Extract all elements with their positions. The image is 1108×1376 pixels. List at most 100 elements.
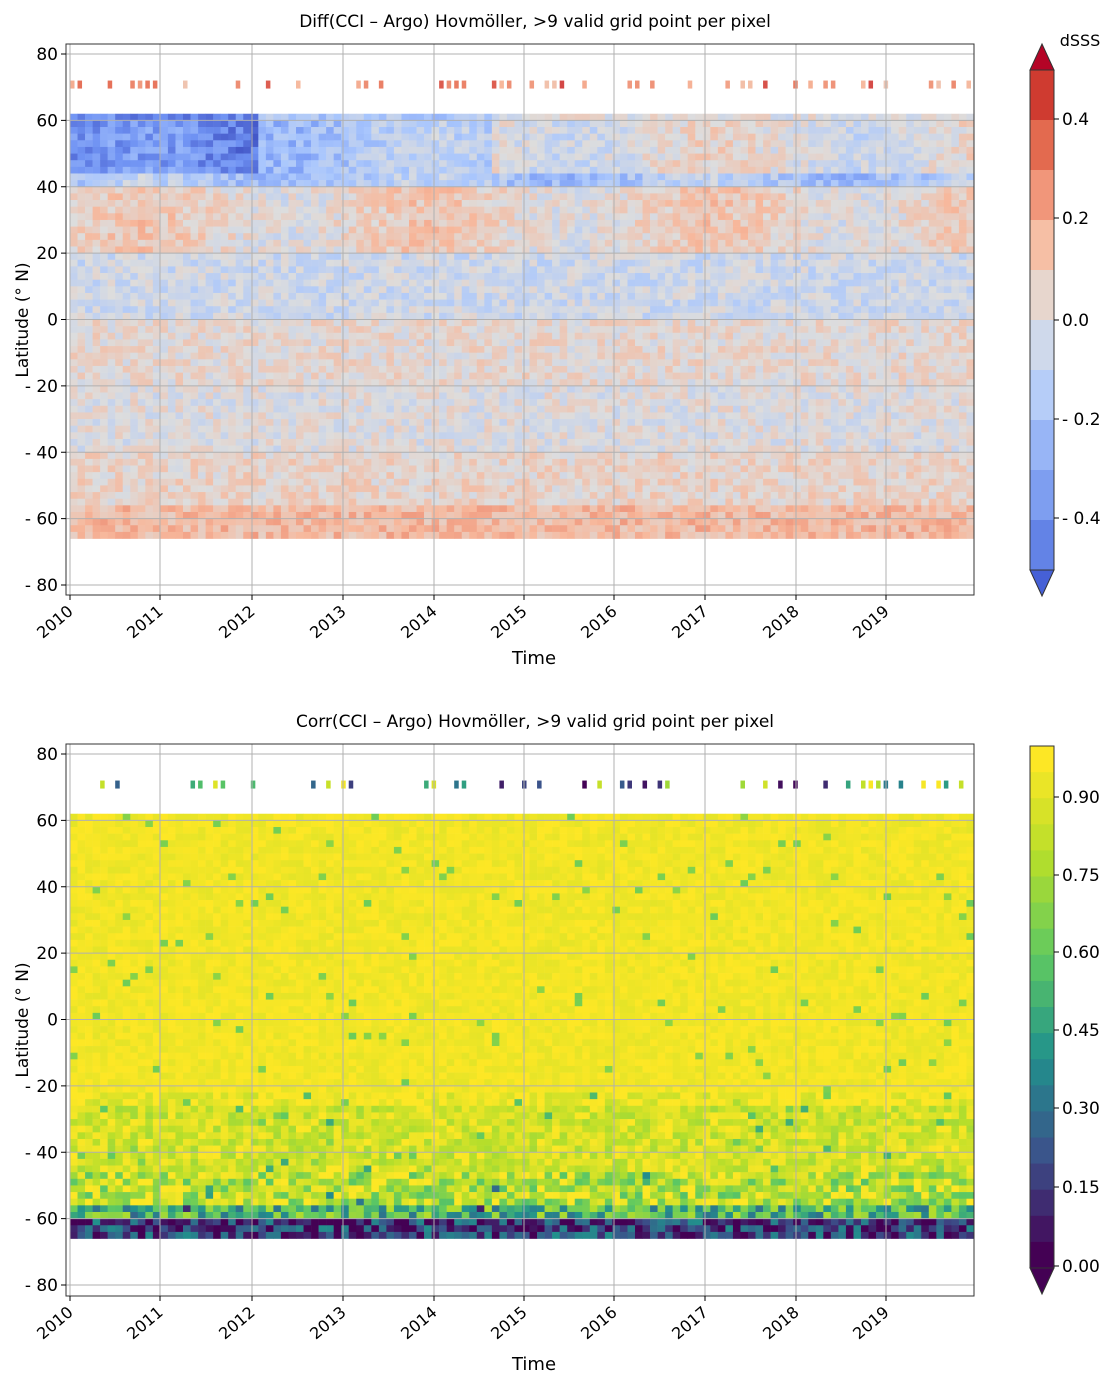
diff-cell: [213, 166, 221, 174]
diff-cell: [619, 372, 628, 380]
diff-cell: [393, 312, 402, 320]
diff-cell: [574, 200, 583, 207]
diff-cell: [243, 133, 252, 141]
diff-cell: [506, 253, 515, 261]
diff-cell: [175, 498, 184, 506]
diff-cell: [604, 312, 613, 320]
diff-cell: [552, 306, 560, 314]
diff-cell: [318, 498, 327, 506]
diff-cell: [265, 259, 274, 267]
diff-cell: [506, 392, 515, 400]
diff-cell: [484, 153, 493, 161]
diff-cell: [318, 412, 327, 420]
diff-cell: [522, 445, 530, 453]
diff-cell: [130, 286, 139, 294]
diff-cell: [386, 458, 395, 466]
diff-cell: [484, 525, 493, 533]
diff-cell: [619, 186, 628, 194]
diff-cell: [559, 146, 568, 154]
diff-cell: [650, 531, 658, 539]
diff-cell: [424, 392, 432, 400]
diff-cell: [70, 259, 78, 267]
diff-cell: [597, 146, 606, 154]
diff-cell: [356, 485, 365, 493]
diff-cell: [280, 392, 289, 400]
diff-cell: [604, 392, 613, 400]
diff-cell: [288, 259, 297, 267]
diff-cell: [85, 478, 93, 486]
diff-cell: [326, 306, 334, 314]
diff-cell: [597, 472, 606, 480]
diff-cell: [341, 166, 350, 174]
diff-cell: [371, 140, 380, 148]
diff-cell: [183, 339, 191, 347]
diff-cell: [529, 160, 538, 168]
diff-cell: [85, 180, 93, 188]
diff-cell: [303, 127, 312, 134]
diff-cell: [145, 146, 154, 154]
diff-cell: [333, 253, 342, 261]
diff-cell: [491, 259, 500, 267]
diff-cell: [341, 432, 350, 440]
diff-cell: [469, 312, 478, 320]
diff-cell: [243, 206, 252, 214]
diff-cell: [574, 326, 583, 334]
diff-cell: [318, 432, 327, 440]
diff-cell: [70, 352, 78, 360]
diff-cell: [514, 518, 523, 526]
diff-cell: [243, 445, 252, 453]
diff-cell: [160, 379, 169, 387]
diff-cell: [597, 379, 606, 387]
diff-cell: [363, 365, 372, 373]
diff-cell: [152, 180, 161, 188]
diff-cell: [491, 399, 500, 407]
diff-cell: [650, 432, 658, 440]
diff-cell: [213, 465, 221, 473]
diff-cell: [122, 246, 131, 254]
diff-cell: [250, 319, 259, 327]
diff-cell: [213, 346, 221, 353]
diff-cell: [499, 213, 508, 221]
diff-cell: [401, 326, 410, 334]
diff-cell: [506, 505, 515, 513]
diff-cell: [612, 273, 621, 280]
diff-cell: [341, 206, 350, 214]
diff-cell: [506, 498, 515, 506]
diff-cell: [567, 146, 576, 154]
diff-cell: [484, 127, 493, 134]
diff-cell: [213, 226, 221, 234]
diff-cell: [454, 160, 463, 168]
diff-cell: [424, 133, 432, 141]
diff-cell: [326, 140, 334, 148]
diff-cell: [152, 133, 161, 141]
diff-cell: [627, 173, 636, 181]
diff-cell: [491, 319, 500, 327]
diff-cell: [92, 472, 101, 480]
diff-cell: [70, 146, 78, 154]
diff-cell: [378, 286, 387, 294]
diff-cell: [145, 478, 154, 486]
diff-cell: [341, 445, 350, 453]
diff-cell: [431, 445, 440, 453]
diff-cell: [160, 425, 169, 433]
diff-cell: [567, 299, 576, 307]
diff-cell: [137, 405, 146, 413]
diff-cell: [446, 253, 455, 261]
diff-cell: [627, 186, 636, 194]
diff-cell: [506, 273, 515, 280]
diff-cell: [341, 452, 350, 460]
diff-cell: [612, 253, 621, 261]
diff-cell: [393, 352, 402, 360]
diff-cell: [627, 492, 636, 500]
diff-cell: [137, 419, 146, 426]
diff-cell: [107, 478, 116, 486]
diff-cell: [220, 113, 229, 121]
diff-cell: [70, 166, 78, 174]
diff-cell: [589, 531, 598, 539]
diff-cell: [311, 392, 319, 400]
diff-cell: [250, 299, 259, 307]
diff-cell: [356, 299, 365, 307]
diff-cell: [461, 379, 470, 387]
diff-cell: [92, 120, 101, 128]
diff-cell: [597, 219, 606, 227]
